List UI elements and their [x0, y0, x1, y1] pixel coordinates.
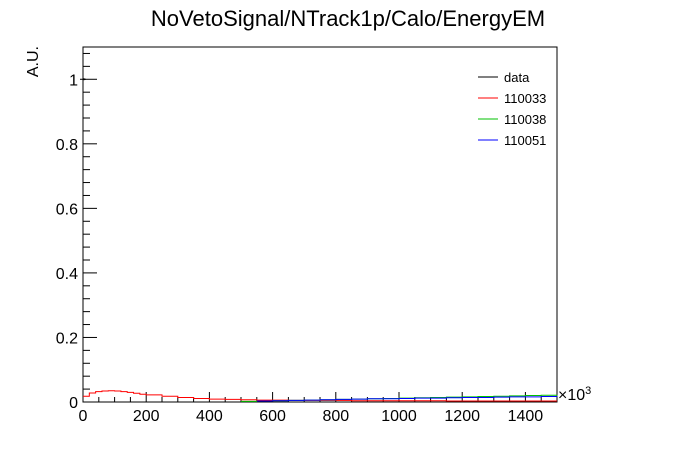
- y-axis-label: A.U.: [25, 46, 42, 77]
- x-tick-label: 1400: [508, 408, 544, 425]
- data-point-marker-data: [83, 78, 85, 81]
- legend-label: 110038: [504, 112, 546, 127]
- series-layer: [80, 78, 558, 402]
- series-line-110051: [256, 396, 558, 402]
- x-tick-label: 800: [322, 408, 349, 425]
- x-multiplier-label: ×103: [558, 385, 591, 404]
- x-tick-label: 0: [79, 408, 88, 425]
- y-tick-label: 0.6: [56, 201, 78, 218]
- x-tick-label: 400: [196, 408, 223, 425]
- y-tick-label: 0.8: [56, 137, 78, 154]
- y-tick-label: 0.4: [56, 266, 78, 283]
- legend-label: data: [504, 70, 530, 85]
- axis-ticks: 0 200 400 600 800 1000 1200 1400 0 0.2 0.4 0.6 0.8 1: [56, 52, 558, 425]
- legend: data 110033 110038 110051: [478, 70, 546, 148]
- series-line-110033: [83, 390, 557, 402]
- chart-title: NoVetoSignal/NTrack1p/Calo/EnergyEM: [151, 6, 545, 31]
- legend-label: 110033: [504, 91, 546, 106]
- x-tick-label: 600: [259, 408, 286, 425]
- x-multiplier-exponent: 3: [585, 385, 591, 397]
- x-tick-label: 200: [133, 408, 160, 425]
- legend-label: 110051: [504, 133, 546, 148]
- x-multiplier-base: ×10: [558, 387, 585, 404]
- x-tick-label: 1000: [381, 408, 417, 425]
- plot-frame: [82, 46, 558, 403]
- y-tick-label: 1: [69, 72, 78, 89]
- x-tick-label: 1200: [444, 408, 480, 425]
- y-tick-label: 0: [69, 395, 78, 412]
- y-tick-label: 0.2: [56, 330, 78, 347]
